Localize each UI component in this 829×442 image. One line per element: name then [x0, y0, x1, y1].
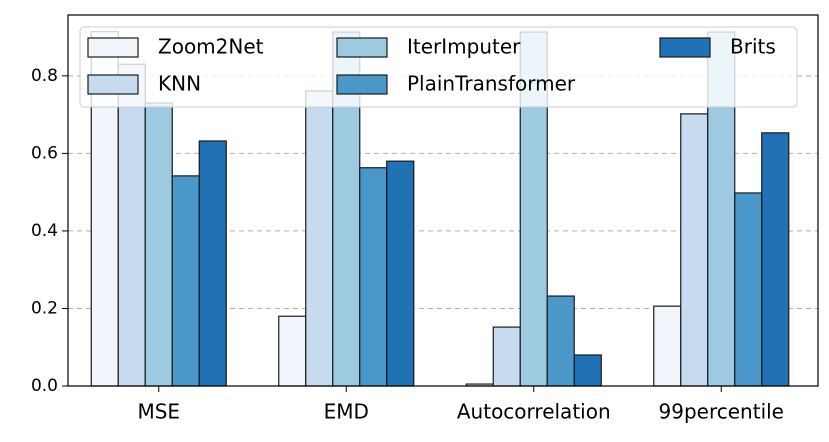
legend: Zoom2Net KNN IterImputer PlainTransformer Br… — [79, 26, 798, 108]
bar — [117, 63, 146, 387]
legend-swatch — [336, 37, 388, 58]
x-tick-label: 99percentile — [659, 400, 784, 424]
legend-label: KNN — [158, 72, 201, 96]
legend-swatch — [336, 74, 388, 95]
bar — [171, 175, 200, 387]
bar — [359, 167, 388, 387]
bar — [761, 132, 790, 387]
legend-label: Brits — [730, 35, 776, 59]
legend-box — [79, 26, 798, 108]
legend-swatch — [87, 74, 139, 95]
bar — [546, 295, 575, 387]
bar — [680, 113, 709, 387]
y-tick-label: 0.0 — [31, 376, 58, 396]
y-tick-label: 0.6 — [31, 143, 58, 163]
y-tick-label: 0.2 — [31, 298, 58, 318]
legend-label: PlainTransformer — [407, 72, 576, 96]
x-tick-label: MSE — [137, 400, 180, 424]
plot-frame — [67, 14, 819, 387]
y-tick-label: 0.8 — [31, 66, 58, 86]
legend-label: Zoom2Net — [158, 35, 264, 59]
bar — [653, 305, 682, 387]
legend-label: IterImputer — [407, 35, 521, 59]
bar — [492, 326, 521, 387]
bar — [198, 140, 227, 387]
x-tick-label: EMD — [324, 400, 369, 424]
y-tick-label: 0.4 — [31, 221, 58, 241]
bar — [305, 90, 334, 387]
bar — [144, 102, 173, 387]
x-tick-label: Autocorrelation — [457, 400, 611, 424]
legend-swatch — [659, 37, 711, 58]
legend-swatch — [87, 37, 139, 58]
bar — [573, 354, 602, 387]
bar — [386, 160, 415, 387]
bar — [278, 315, 307, 387]
bar — [734, 192, 763, 387]
